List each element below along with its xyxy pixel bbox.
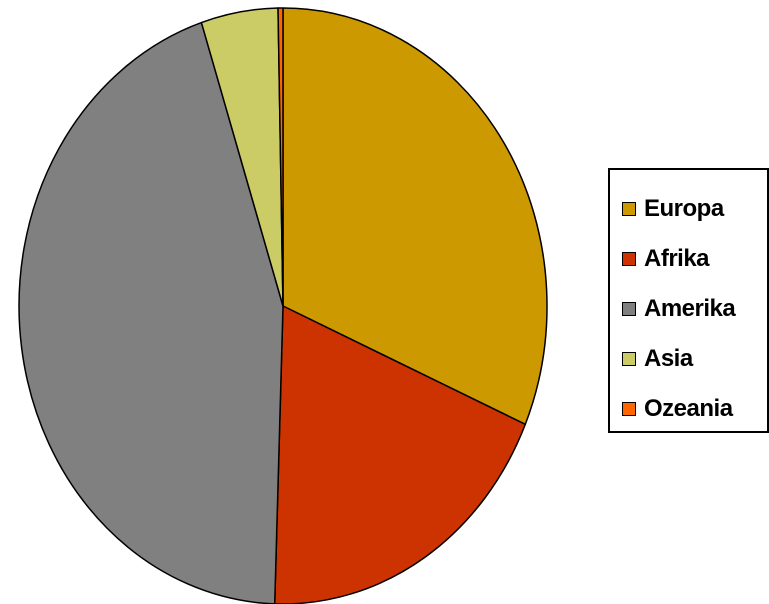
- pie-slice-amerika: [18, 21, 284, 604]
- legend-item-asia: Asia: [622, 334, 767, 384]
- legend-item-ozeania: Ozeania: [622, 384, 767, 434]
- legend-item-afrika: Afrika: [622, 234, 767, 284]
- legend-label-asia: Asia: [644, 345, 693, 372]
- pie-slice-europa: [282, 7, 548, 426]
- legend-label-afrika: Afrika: [644, 245, 710, 272]
- legend-swatch-afrika: [622, 252, 636, 266]
- legend-swatch-europa: [622, 202, 636, 216]
- legend-item-amerika: Amerika: [622, 284, 767, 334]
- legend-label-amerika: Amerika: [644, 295, 736, 322]
- legend-label-europa: Europa: [644, 195, 724, 222]
- legend-item-europa: Europa: [622, 184, 767, 234]
- legend-swatch-amerika: [622, 302, 636, 316]
- chart-legend: Europa Afrika Amerika Asia Ozeania: [608, 168, 769, 433]
- pie-slice-ozeania: [277, 7, 284, 307]
- legend-swatch-ozeania: [622, 402, 636, 416]
- legend-label-ozeania: Ozeania: [644, 395, 733, 422]
- legend-swatch-asia: [622, 352, 636, 366]
- pie-slice-afrika: [273, 305, 527, 604]
